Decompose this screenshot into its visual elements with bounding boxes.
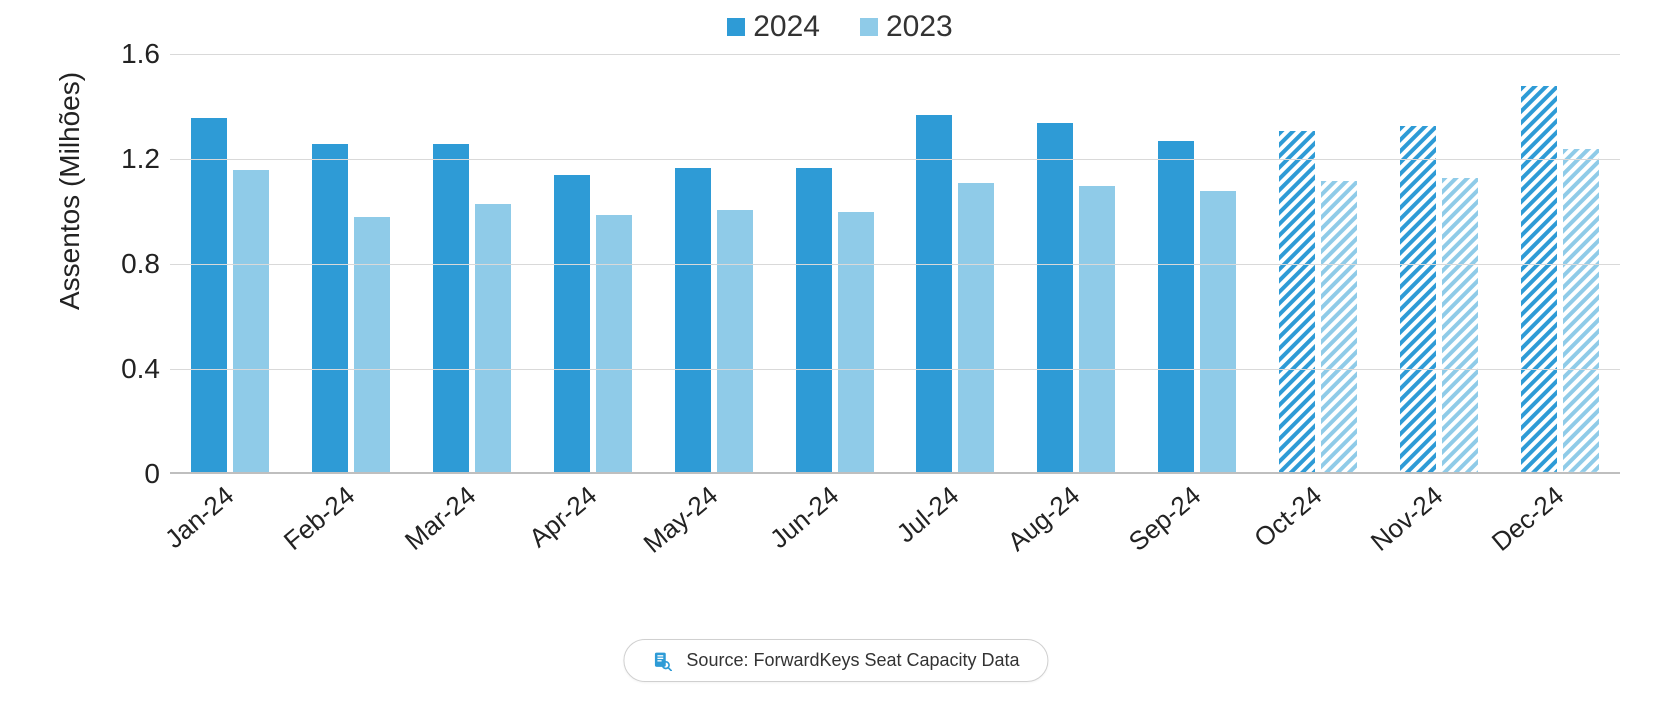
bar-group: Aug-24 (1016, 54, 1137, 472)
bar-fill (1321, 181, 1357, 472)
bar-fill (1279, 131, 1315, 472)
legend-item: 2024 (727, 10, 820, 44)
bar (838, 212, 874, 472)
bar (233, 170, 269, 472)
bar (1200, 191, 1236, 472)
bar (1521, 86, 1557, 472)
plot-area: Jan-24Feb-24Mar-24Apr-24May-24Jun-24Jul-… (170, 54, 1620, 474)
bar (475, 204, 511, 472)
legend: 2024 2023 (60, 10, 1620, 44)
bar (312, 144, 348, 472)
bar (1400, 126, 1436, 473)
bar (958, 183, 994, 472)
bar-group: Feb-24 (291, 54, 412, 472)
y-tick-label: 1.6 (100, 38, 160, 70)
bar (717, 210, 753, 473)
bar (1321, 181, 1357, 472)
legend-item: 2023 (860, 10, 953, 44)
bar (354, 217, 390, 472)
bar (796, 168, 832, 473)
bar-group: Jun-24 (774, 54, 895, 472)
bar-group: Dec-24 (1499, 54, 1620, 472)
bar (433, 144, 469, 472)
bar (1079, 186, 1115, 472)
bar (1158, 141, 1194, 472)
grid-line (170, 54, 1620, 55)
grid-line (170, 159, 1620, 160)
bar-group: Oct-24 (1257, 54, 1378, 472)
source-badge: Source: ForwardKeys Seat Capacity Data (623, 639, 1048, 682)
bar (1442, 178, 1478, 472)
bar (1563, 149, 1599, 472)
legend-swatch (727, 18, 745, 36)
legend-swatch (860, 18, 878, 36)
legend-label: 2024 (753, 10, 820, 44)
bar (554, 175, 590, 472)
bar (1037, 123, 1073, 472)
bars-layer: Jan-24Feb-24Mar-24Apr-24May-24Jun-24Jul-… (170, 54, 1620, 472)
y-tick-label: 0 (100, 458, 160, 490)
bar-group: Sep-24 (1137, 54, 1258, 472)
bar-fill (1400, 126, 1436, 473)
bar-group: Nov-24 (1378, 54, 1499, 472)
bar-group: Apr-24 (532, 54, 653, 472)
y-tick-label: 1.2 (100, 143, 160, 175)
bar-fill (1563, 149, 1599, 472)
bar (596, 215, 632, 472)
document-search-icon (652, 651, 672, 671)
bar-fill (1521, 86, 1557, 472)
bar (675, 168, 711, 473)
y-tick-label: 0.4 (100, 353, 160, 385)
y-tick-label: 0.8 (100, 248, 160, 280)
bar (916, 115, 952, 472)
bar-fill (1442, 178, 1478, 472)
y-axis-label: Assentos (Milhões) (54, 72, 86, 310)
bar-group: Mar-24 (412, 54, 533, 472)
source-text: Source: ForwardKeys Seat Capacity Data (686, 650, 1019, 671)
legend-label: 2023 (886, 10, 953, 44)
chart-container: 20242023 Assentos (Milhões) Jan-24Feb-24… (60, 10, 1620, 590)
bar-group: Jan-24 (170, 54, 291, 472)
bar-group: May-24 (653, 54, 774, 472)
bar (1279, 131, 1315, 472)
grid-line (170, 369, 1620, 370)
bar (191, 118, 227, 472)
bar-group: Jul-24 (895, 54, 1016, 472)
grid-line (170, 264, 1620, 265)
